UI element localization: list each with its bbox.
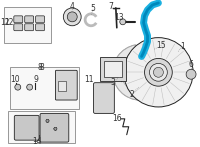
Circle shape [54, 127, 57, 130]
Text: 12: 12 [4, 18, 13, 27]
Bar [58, 81, 66, 91]
Circle shape [186, 69, 196, 79]
Circle shape [46, 119, 49, 122]
FancyBboxPatch shape [25, 24, 34, 31]
FancyBboxPatch shape [14, 24, 23, 31]
Circle shape [46, 119, 49, 122]
Text: 3: 3 [110, 78, 115, 87]
Text: 10: 10 [10, 75, 20, 84]
Circle shape [54, 127, 57, 130]
Text: 7: 7 [108, 2, 113, 11]
Circle shape [67, 12, 77, 22]
Text: 8: 8 [39, 63, 44, 72]
FancyBboxPatch shape [36, 16, 45, 23]
FancyBboxPatch shape [40, 113, 69, 142]
Circle shape [124, 38, 193, 107]
Text: 9: 9 [33, 75, 38, 84]
Wedge shape [113, 45, 145, 100]
FancyBboxPatch shape [14, 115, 39, 140]
Circle shape [15, 84, 21, 90]
FancyBboxPatch shape [25, 16, 34, 23]
Circle shape [46, 119, 49, 122]
Bar [104, 61, 122, 77]
Text: 15: 15 [157, 41, 166, 50]
FancyBboxPatch shape [14, 16, 23, 23]
Text: 12: 12 [0, 18, 10, 27]
Text: 6: 6 [189, 60, 194, 69]
Text: 16: 16 [112, 114, 122, 123]
Circle shape [63, 8, 81, 26]
Text: 2: 2 [129, 90, 134, 99]
Text: 8: 8 [37, 63, 42, 72]
FancyBboxPatch shape [36, 24, 45, 31]
Circle shape [120, 19, 126, 25]
FancyBboxPatch shape [94, 83, 114, 113]
Circle shape [27, 84, 33, 90]
Circle shape [153, 67, 163, 77]
Bar [4, 7, 51, 43]
Text: 4: 4 [70, 2, 75, 11]
Text: 11: 11 [84, 75, 94, 84]
Bar [8, 111, 75, 143]
Text: 5: 5 [91, 4, 95, 13]
Text: 1: 1 [180, 42, 185, 51]
Text: 14: 14 [32, 137, 41, 146]
Text: 14: 14 [32, 135, 41, 144]
Circle shape [145, 58, 172, 86]
Circle shape [149, 63, 167, 81]
FancyBboxPatch shape [55, 70, 77, 100]
Text: 13: 13 [114, 13, 124, 22]
Bar [10, 67, 79, 109]
Circle shape [54, 127, 57, 130]
Bar [100, 57, 126, 81]
